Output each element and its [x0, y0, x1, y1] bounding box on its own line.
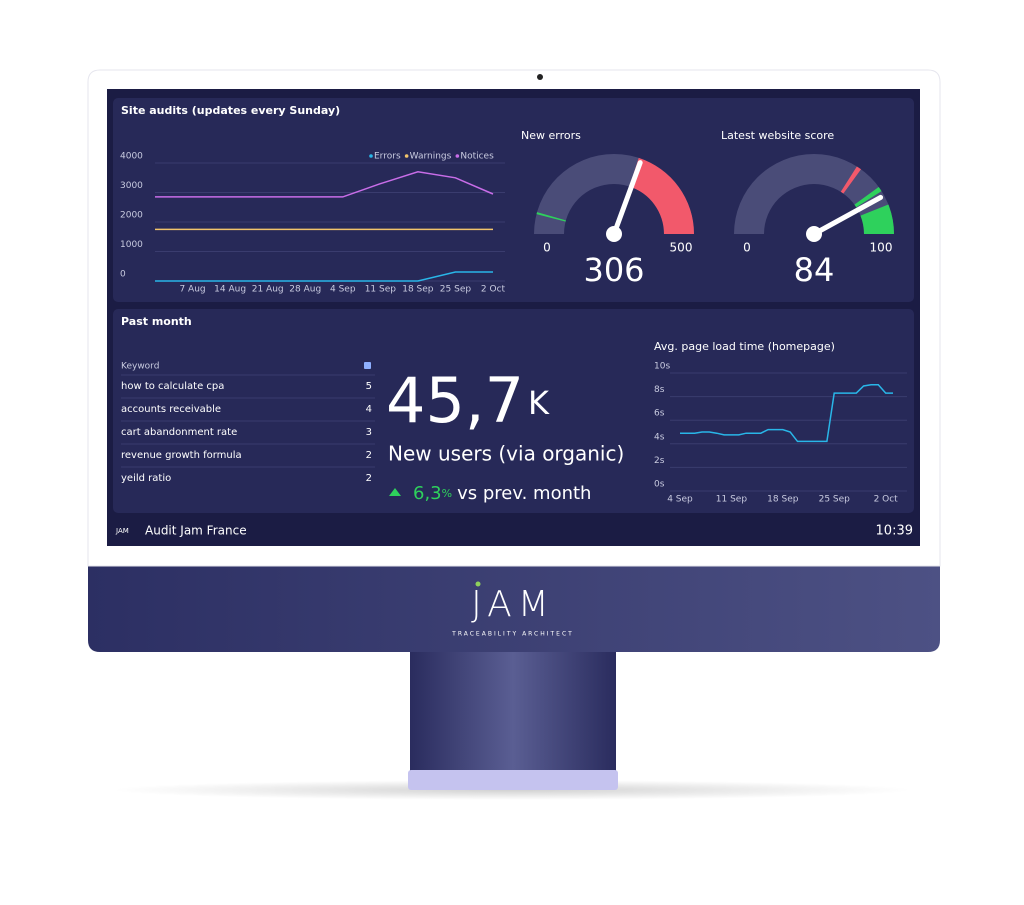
- y-tick-label: 0: [120, 270, 126, 280]
- gauge-max: 500: [670, 241, 693, 255]
- line-series: [155, 171, 494, 198]
- change-unit: %: [442, 487, 452, 500]
- keyword-count: 2: [366, 473, 372, 484]
- legend-swatch: [455, 154, 460, 158]
- x-tick-label: 2 Oct: [481, 285, 506, 295]
- y-tick-label: 4s: [654, 432, 665, 442]
- legend-label: Errors: [374, 152, 401, 162]
- line-series: [680, 384, 893, 443]
- x-tick-label: 18 Sep: [402, 285, 434, 295]
- line-series: [155, 271, 493, 282]
- x-tick-label: 7 Aug: [179, 285, 205, 295]
- gauge-band: [536, 212, 566, 222]
- y-tick-label: 8s: [654, 385, 665, 395]
- kpi-change: 6,3% vs prev. month: [413, 483, 591, 504]
- panel-title: Site audits (updates every Sunday): [121, 104, 340, 117]
- keyword-count: 3: [366, 427, 372, 438]
- logo-dot: [475, 581, 481, 587]
- keyword: cart abandonment rate: [121, 427, 237, 438]
- y-tick-label: 1000: [120, 240, 143, 250]
- x-tick-label: 21 Aug: [252, 285, 284, 295]
- gauge-min: 0: [543, 241, 551, 255]
- change-value: 6,3: [413, 483, 442, 504]
- x-tick-label: 11 Sep: [365, 285, 397, 295]
- brand-logo: JAM: [471, 584, 555, 625]
- legend-swatch: [404, 154, 409, 158]
- keyword: how to calculate cpa: [121, 381, 224, 392]
- keyword-count: 2: [366, 450, 372, 461]
- x-tick-label: 14 Aug: [214, 285, 246, 295]
- footer-name: Audit Jam France: [145, 524, 247, 538]
- up-arrow: [389, 488, 401, 496]
- legend-label: Notices: [460, 152, 494, 162]
- keyword-count: 4: [366, 404, 372, 415]
- gauge-title: New errors: [521, 129, 581, 142]
- keyword-table: how to calculate cpa 5 accounts receivable…: [121, 374, 375, 484]
- footer-logo: JAM: [115, 527, 129, 535]
- panel: [113, 309, 914, 513]
- gauge-band: [854, 186, 882, 208]
- x-tick-label: 25 Sep: [819, 495, 851, 505]
- legend-label: Warnings: [410, 152, 452, 162]
- sort-icon: [364, 362, 371, 369]
- gauge-max: 100: [870, 241, 893, 255]
- keyword: accounts receivable: [121, 404, 221, 415]
- y-tick-label: 6s: [654, 409, 665, 419]
- panel-title: Past month: [121, 315, 192, 328]
- needle-hub: [606, 226, 622, 242]
- gauge-min: 0: [743, 241, 751, 255]
- y-tick-label: 0s: [654, 480, 665, 490]
- kpi-number: 45,7: [386, 364, 524, 437]
- y-tick-label: 2000: [120, 211, 143, 221]
- gauge-value: 306: [583, 251, 644, 289]
- gauge-needle: [811, 194, 884, 237]
- camera: [537, 74, 543, 80]
- gauge-band: [860, 204, 894, 234]
- table-header: Keyword: [121, 362, 159, 372]
- y-tick-label: 10s: [654, 362, 670, 372]
- y-tick-label: 3000: [120, 181, 143, 191]
- chin: [88, 566, 940, 652]
- change-label: vs prev. month: [457, 483, 591, 504]
- gauge-band: [840, 166, 862, 194]
- keyword: yeild ratio: [121, 473, 171, 484]
- x-tick-label: 25 Sep: [440, 285, 472, 295]
- x-tick-label: 18 Sep: [767, 495, 799, 505]
- needle-hub: [806, 226, 822, 242]
- x-tick-label: 28 Aug: [289, 285, 321, 295]
- clock: 10:39: [876, 524, 913, 539]
- stand: [410, 648, 616, 778]
- gauge-needle: [611, 160, 643, 237]
- keyword-count: 5: [366, 381, 372, 392]
- stand-base: [408, 770, 618, 790]
- y-tick-label: 4000: [120, 152, 143, 162]
- keyword: revenue growth formula: [121, 450, 242, 461]
- x-tick-label: 11 Sep: [716, 495, 748, 505]
- legend-swatch: [369, 154, 373, 158]
- chart-title: Avg. page load time (homepage): [654, 340, 835, 353]
- kpi-value: 45,7 K: [386, 364, 550, 437]
- kpi-label: New users (via organic): [388, 442, 624, 466]
- x-tick-label: 4 Sep: [667, 495, 693, 505]
- gauge-value: 84: [794, 251, 835, 289]
- x-tick-label: 4 Sep: [330, 285, 356, 295]
- gauge-title: Latest website score: [721, 129, 834, 142]
- y-tick-label: 2s: [654, 456, 665, 466]
- brand-tagline: TRACEABILITY ARCHITECT: [451, 631, 574, 638]
- x-tick-label: 2 Oct: [874, 495, 899, 505]
- kpi-unit: K: [528, 384, 550, 422]
- gauge-band: [629, 157, 694, 234]
